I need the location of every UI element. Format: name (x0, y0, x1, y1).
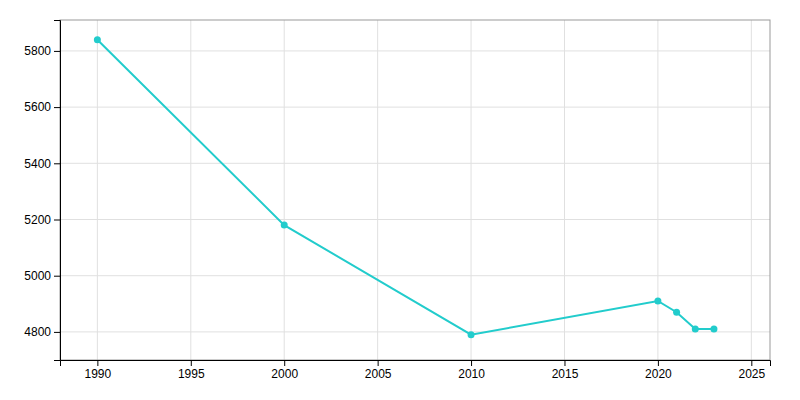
tick: 1990 (85, 360, 112, 381)
tick-label: 5800 (24, 44, 51, 58)
point (710, 326, 717, 333)
tick-mark (284, 360, 285, 366)
tick: 2010 (458, 360, 485, 381)
grid (60, 20, 770, 360)
grid-line-y (60, 50, 770, 51)
grid-line-x (97, 20, 98, 360)
plot-frame (60, 20, 770, 360)
grid-line-x (564, 20, 565, 360)
point (692, 326, 699, 333)
grid-line-x (377, 20, 378, 360)
point (94, 36, 101, 43)
tick-label: 2005 (365, 367, 392, 381)
tick-label: 4800 (24, 325, 51, 339)
tick: 5400 (24, 157, 60, 171)
tick: 5000 (24, 269, 60, 283)
tick: 2015 (552, 360, 579, 381)
tick: 5200 (24, 213, 60, 227)
tick-label: 1995 (178, 367, 205, 381)
tick-label: 2015 (552, 367, 579, 381)
tick-label: 5000 (24, 269, 51, 283)
tick: 5600 (24, 100, 60, 114)
point (654, 297, 661, 304)
grid-line-x (751, 20, 752, 360)
tick: 1995 (178, 360, 205, 381)
tick-mark (378, 360, 379, 366)
tick: 5800 (24, 44, 60, 58)
grid-line-y (60, 331, 770, 332)
grid-line-x (284, 20, 285, 360)
tick-label: 2000 (271, 367, 298, 381)
tick-label: 5200 (24, 213, 51, 227)
tick-mark (97, 360, 98, 366)
tick-label: 1990 (85, 367, 112, 381)
tick-mark (54, 163, 60, 164)
grid-line-x (657, 20, 658, 360)
tick: 4800 (24, 325, 60, 339)
tick: 2000 (271, 360, 298, 381)
tick-mark (191, 360, 192, 366)
tick: 2020 (645, 360, 672, 381)
tick-mark (54, 220, 60, 221)
axis-line (61, 361, 771, 367)
tick-label: 5600 (24, 100, 51, 114)
tick-label: 2025 (738, 367, 765, 381)
tick-mark (471, 360, 472, 366)
plot: 1990 1995 2000 2005 2010 2015 2020 2025 4800 5000… (24, 20, 770, 381)
x-axis: 1990 1995 2000 2005 2010 2015 2020 2025 (61, 360, 771, 381)
tick-mark (658, 360, 659, 366)
y-axis: 4800 5000 5200 5400 5600 5800 (24, 21, 60, 361)
chart: 1990 1995 2000 2005 2010 2015 2020 2025 4800 5000… (0, 0, 800, 400)
tick: 2025 (738, 360, 765, 381)
tick: 2005 (365, 360, 392, 381)
tick-label: 5400 (24, 157, 51, 171)
data (94, 36, 718, 338)
grid-line-y (60, 219, 770, 220)
grid-line-y (60, 275, 770, 276)
tick-mark (564, 360, 565, 366)
tick-mark (54, 107, 60, 108)
axis-line (54, 21, 61, 361)
tick-mark (54, 51, 60, 52)
tick-mark (751, 360, 752, 366)
grid-line-x (471, 20, 472, 360)
tick-mark (54, 332, 60, 333)
point (281, 222, 288, 229)
grid-line-x (190, 20, 191, 360)
tick-mark (54, 276, 60, 277)
point (468, 331, 475, 338)
point (673, 309, 680, 316)
grid-line-y (60, 163, 770, 164)
tick-label: 2020 (645, 367, 672, 381)
tick-label: 2010 (458, 367, 485, 381)
line (97, 40, 714, 335)
